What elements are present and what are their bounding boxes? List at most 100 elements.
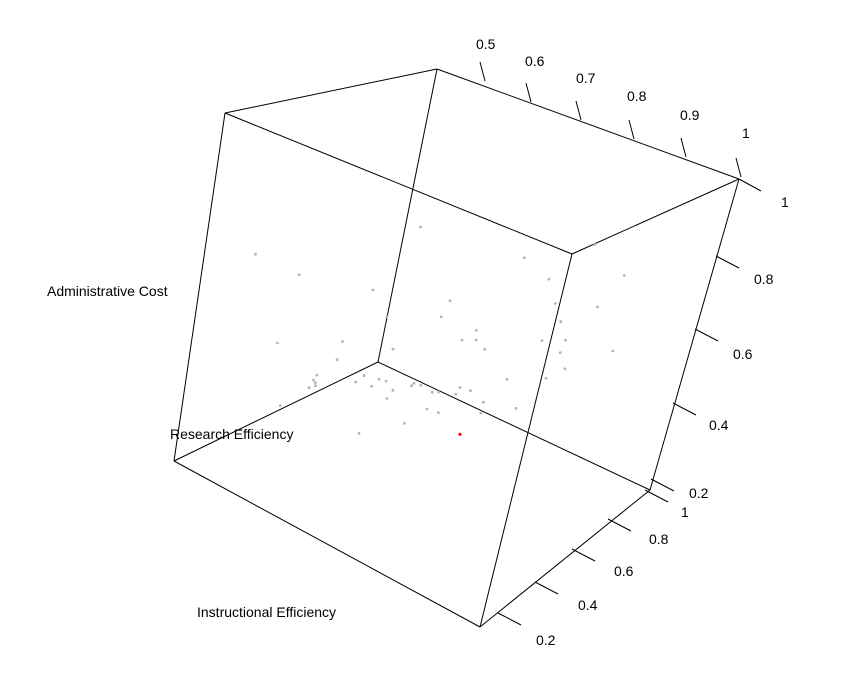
data-point xyxy=(540,339,544,342)
data-point xyxy=(313,381,317,385)
box-edge xyxy=(224,112,573,255)
data-point xyxy=(523,256,526,260)
x-tick-label: 0.4 xyxy=(578,597,598,613)
data-point xyxy=(385,397,389,400)
y-tick-mark xyxy=(575,100,582,121)
data-point xyxy=(469,389,472,393)
x-tick-mark xyxy=(607,518,632,532)
data-point xyxy=(370,384,373,388)
y-tick-mark xyxy=(479,61,486,82)
box-edge xyxy=(649,178,740,491)
x-tick-mark xyxy=(534,581,559,595)
data-point xyxy=(505,377,509,381)
y-tick-mark xyxy=(628,119,635,140)
data-point xyxy=(593,243,597,246)
data-point xyxy=(611,349,615,353)
data-point xyxy=(437,390,440,394)
y-tick-label: 0.8 xyxy=(627,88,647,104)
y-tick-label: 0.5 xyxy=(476,36,496,52)
x-axis: 0.2 0.4 0.6 0.8 1 xyxy=(497,489,689,648)
data-point xyxy=(315,373,319,377)
data-point xyxy=(275,341,279,345)
y-tick-mark xyxy=(525,82,532,103)
z-tick-label: 0.2 xyxy=(689,485,709,501)
box-edge xyxy=(377,361,651,491)
box-edge xyxy=(173,361,379,462)
x-tick-label: 0.8 xyxy=(649,531,669,547)
data-point xyxy=(558,351,562,355)
data-point xyxy=(307,386,311,390)
x-tick-label: 1 xyxy=(681,504,689,520)
z-tick-mark xyxy=(738,178,762,192)
y-axis: 0.5 0.6 0.7 0.8 0.9 1 xyxy=(476,36,750,178)
data-point xyxy=(514,407,518,410)
data-point xyxy=(410,384,413,388)
data-point xyxy=(335,358,339,362)
data-point xyxy=(483,348,487,351)
box-edge xyxy=(173,460,481,628)
data-point xyxy=(371,288,375,292)
data-point xyxy=(553,302,557,305)
data-point xyxy=(354,380,357,384)
data-point xyxy=(425,407,429,411)
data-point xyxy=(564,338,567,342)
data-point xyxy=(547,277,551,281)
data-point xyxy=(312,378,315,382)
data-point xyxy=(544,376,548,380)
z-axis: 1 0.8 0.6 0.4 0.2 xyxy=(650,178,789,501)
data-point xyxy=(385,315,389,319)
box-edge xyxy=(173,112,226,462)
box-edge xyxy=(377,68,438,363)
z-tick-label: 0.4 xyxy=(709,417,729,433)
data-point xyxy=(439,315,443,319)
data-point xyxy=(460,338,464,342)
data-point xyxy=(391,347,395,351)
highlight-point xyxy=(458,432,462,436)
box-edge xyxy=(479,253,573,628)
data-point xyxy=(341,340,344,343)
data-point xyxy=(481,400,485,404)
y-tick-label: 1 xyxy=(742,125,750,141)
box-edge xyxy=(224,68,438,114)
data-point xyxy=(314,384,317,388)
data-point xyxy=(622,274,626,277)
data-point xyxy=(419,383,423,387)
y-tick-label: 0.6 xyxy=(525,53,545,69)
data-point xyxy=(254,252,257,256)
data-point xyxy=(448,299,452,303)
data-point xyxy=(377,377,381,381)
data-point xyxy=(384,379,388,383)
box-edge xyxy=(571,178,740,255)
data-point xyxy=(430,390,434,394)
z-tick-mark xyxy=(715,255,740,269)
y-tick-label: 0.7 xyxy=(576,70,596,86)
data-point xyxy=(278,404,282,407)
data-point xyxy=(458,386,462,389)
data-point xyxy=(454,392,458,396)
data-point xyxy=(403,422,406,425)
z-tick-mark xyxy=(694,328,719,342)
y-tick-label: 0.9 xyxy=(680,107,700,123)
box-edge xyxy=(436,68,740,180)
bounding-box xyxy=(173,68,740,628)
data-point xyxy=(437,411,440,415)
data-point xyxy=(412,381,416,385)
data-point xyxy=(596,305,599,309)
data-point xyxy=(357,432,361,435)
z-tick-label: 1 xyxy=(781,194,789,210)
z-tick-mark xyxy=(672,402,697,416)
x-tick-mark xyxy=(571,548,596,562)
x-tick-mark xyxy=(644,489,669,503)
z-tick-mark xyxy=(650,478,675,492)
y-tick-mark xyxy=(735,157,742,178)
data-point xyxy=(391,388,395,392)
data-point xyxy=(474,338,478,342)
x-tick-label: 0.6 xyxy=(614,563,634,579)
box-edge xyxy=(479,489,651,628)
x-axis-label: Instructional Efficiency xyxy=(197,604,336,620)
y-axis-label: Research Efficiency xyxy=(170,426,293,442)
x-tick-mark xyxy=(497,612,522,626)
x-tick-label: 0.2 xyxy=(536,632,556,648)
data-point xyxy=(362,374,366,378)
